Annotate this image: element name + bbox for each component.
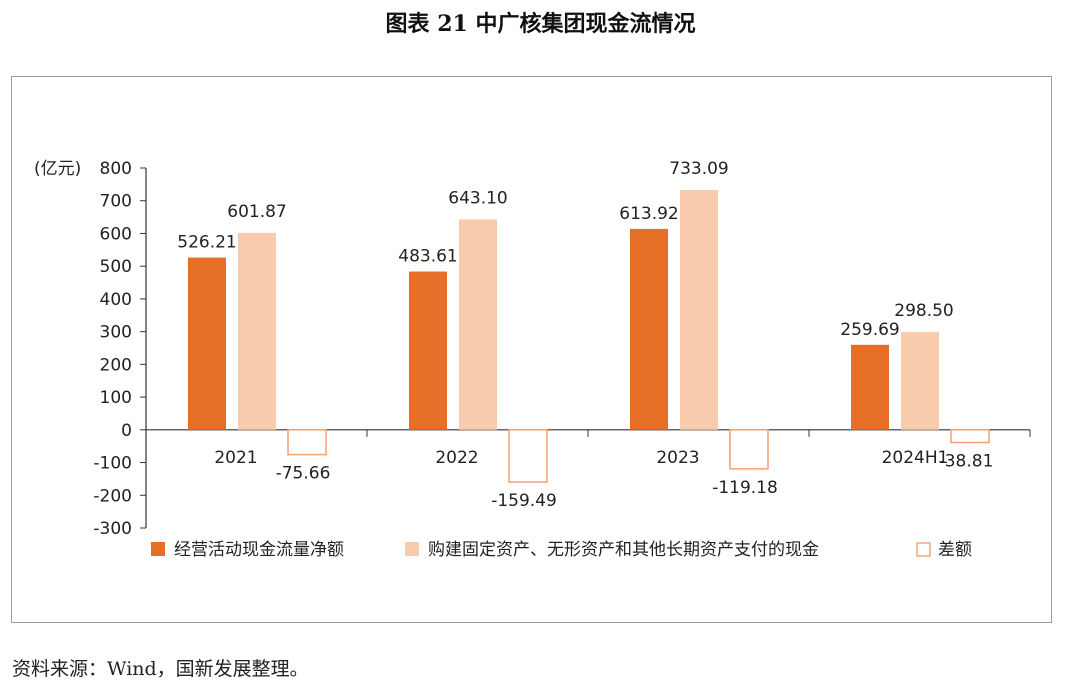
y-tick-label: 300	[100, 323, 132, 343]
bar-capex	[680, 189, 718, 430]
data-label-operating: 483.61	[398, 247, 457, 267]
bar-operating-cashflow	[630, 228, 668, 430]
y-axis-unit-label: (亿元)	[34, 159, 81, 179]
source-note: 资料来源：Wind，国新发展整理。	[12, 658, 309, 680]
data-label-difference: -119.18	[712, 478, 778, 498]
data-label-operating: 526.21	[177, 233, 236, 253]
y-tick-label: 400	[100, 290, 132, 310]
y-tick-label: 200	[100, 355, 132, 375]
legend-label-capex: 购建固定资产、无形资产和其他长期资产支付的现金	[428, 540, 819, 560]
data-label-capex: 601.87	[227, 202, 286, 222]
x-category-label: 2024H1	[882, 448, 949, 468]
bar-difference	[729, 429, 769, 470]
data-label-difference: -159.49	[491, 491, 557, 511]
y-tick-label: 700	[100, 192, 132, 212]
bar-capex	[459, 219, 497, 430]
chart-title: 图表 21 中广核集团现金流情况	[385, 11, 696, 37]
data-label-operating: 613.92	[619, 204, 678, 224]
legend-label-difference: 差额	[938, 540, 972, 560]
y-tick-label: -300	[93, 519, 132, 539]
bar-capex	[901, 332, 939, 430]
x-category-label: 2022	[435, 448, 478, 468]
legend-swatch-difference	[916, 542, 931, 557]
bar-difference	[508, 429, 548, 483]
y-tick-label: 600	[100, 224, 132, 244]
y-tick-label: -100	[93, 454, 132, 474]
data-label-capex: 733.09	[669, 159, 728, 179]
y-tick-label: -200	[93, 486, 132, 506]
y-tick-label: 100	[100, 388, 132, 408]
data-label-capex: 298.50	[894, 301, 953, 321]
chart-frame	[11, 76, 1052, 623]
bar-operating-cashflow	[409, 271, 447, 430]
y-tick-label: 800	[100, 159, 132, 179]
bar-difference	[287, 429, 327, 456]
bar-difference	[950, 429, 990, 444]
legend-swatch-operating	[151, 542, 165, 556]
y-tick-label: 0	[121, 421, 132, 441]
x-category-label: 2021	[214, 448, 257, 468]
data-label-difference: -38.81	[939, 452, 994, 472]
x-category-label: 2023	[656, 448, 699, 468]
bar-operating-cashflow	[188, 257, 226, 430]
data-label-difference: -75.66	[276, 464, 331, 484]
legend-label-operating: 经营活动现金流量净额	[174, 540, 344, 560]
y-tick-label: 500	[100, 257, 132, 277]
data-label-operating: 259.69	[840, 320, 899, 340]
bar-capex	[238, 232, 276, 430]
legend-swatch-capex	[405, 542, 419, 556]
bar-operating-cashflow	[851, 344, 889, 430]
data-label-capex: 643.10	[448, 188, 507, 208]
